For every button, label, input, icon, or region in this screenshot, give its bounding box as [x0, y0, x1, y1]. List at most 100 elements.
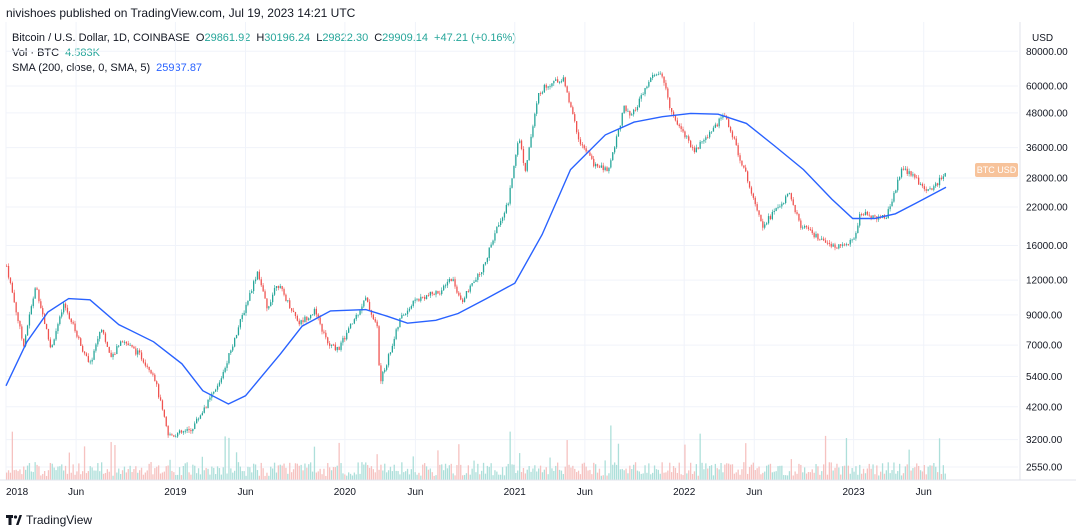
volume-bar — [665, 472, 667, 480]
candle-body — [553, 80, 555, 84]
candle-body — [918, 177, 920, 185]
candle-body — [42, 308, 44, 315]
volume-bar — [260, 462, 262, 480]
candle-body — [541, 92, 544, 94]
volume-bar — [591, 474, 593, 480]
volume-bar — [838, 467, 840, 480]
candle-body — [161, 400, 164, 410]
candle-body — [83, 351, 86, 354]
candle-body — [577, 132, 580, 140]
volume-bar — [416, 474, 418, 480]
candle-body — [745, 167, 747, 172]
candle-body — [150, 370, 152, 374]
volume-bar — [937, 472, 939, 480]
candle-body — [813, 233, 815, 238]
candle-body — [66, 307, 69, 313]
volume-bar — [102, 473, 105, 480]
volume-bar — [695, 464, 697, 480]
volume-bar — [933, 463, 935, 480]
volume-bar — [201, 456, 203, 480]
candle-body — [598, 166, 601, 168]
volume-bar — [938, 438, 941, 480]
candle-body — [718, 118, 720, 127]
volume-bar — [361, 462, 363, 480]
candle-body — [89, 361, 91, 363]
volume-bar — [78, 463, 80, 480]
volume-bar — [484, 473, 487, 480]
candle-body — [585, 148, 587, 152]
currency-label[interactable]: USD — [1032, 33, 1053, 44]
volume-bar — [657, 469, 659, 480]
volume-bar — [676, 472, 678, 480]
candle-body — [21, 326, 23, 339]
candle-body — [458, 292, 460, 296]
volume-bar — [21, 474, 23, 480]
volume-bar — [857, 474, 859, 480]
volume-bar — [82, 471, 84, 480]
volume-bar — [479, 474, 481, 480]
candle-body — [192, 428, 194, 432]
price-tick-label: 4200.00 — [1026, 402, 1063, 413]
candle-body — [733, 137, 735, 139]
volume-bar — [845, 438, 848, 480]
tradingview-footer[interactable]: TradingView — [6, 513, 92, 527]
volume-bar — [492, 475, 494, 480]
time-axis[interactable]: 2018 Jun 2019 Jun 2020 Jun 2021 Jun 2022 Jun 2023 J… — [6, 487, 932, 498]
candle-body — [893, 192, 895, 202]
candle-body — [680, 126, 682, 130]
candle-body — [530, 136, 532, 148]
candle-body — [805, 226, 808, 228]
volume-bar — [737, 469, 739, 480]
volume-bar — [253, 463, 255, 480]
volume-bar — [570, 467, 572, 480]
volume-bar — [336, 465, 338, 480]
time-tick-label: Jun — [407, 487, 423, 498]
candle-body — [792, 199, 794, 205]
candle-body — [59, 316, 61, 325]
candle-body — [777, 207, 779, 209]
candle-body — [17, 312, 19, 322]
volume-bar — [539, 465, 542, 480]
candle-body — [30, 306, 32, 315]
volume-bar — [42, 473, 44, 480]
candle-body — [583, 145, 585, 149]
candle-body — [568, 92, 570, 103]
time-tick-label: 2018 — [6, 487, 29, 498]
volume-bar — [688, 470, 690, 480]
volume-bar — [353, 472, 355, 480]
volume-bar — [612, 464, 614, 480]
candle-body — [693, 147, 696, 153]
candle-body — [494, 233, 496, 241]
legend-sma-row[interactable]: SMA (200, close, 0, SMA, 5) 25937.87 — [12, 61, 516, 76]
candle-body — [395, 329, 397, 339]
candle-body — [520, 140, 523, 150]
volume-bar — [621, 468, 623, 480]
candle-body — [342, 337, 344, 343]
volume-bar — [399, 474, 401, 480]
volume-bar — [842, 466, 844, 480]
volume-bar — [317, 471, 319, 480]
volume-bar — [648, 463, 650, 480]
candle-body — [773, 210, 775, 212]
candle-body — [517, 143, 519, 155]
candle-body — [534, 113, 536, 127]
volume-bar — [215, 474, 217, 480]
legend-symbol[interactable]: Bitcoin / U.S. Dollar, 1D, COINBASE — [12, 32, 190, 44]
candle-body — [177, 433, 179, 437]
legend-sma-label: SMA (200, close, 0, SMA, 5) — [12, 62, 151, 74]
volume-bar — [636, 470, 639, 480]
volume-bar — [919, 470, 922, 480]
volume-bar — [940, 474, 943, 480]
volume-bar — [553, 470, 555, 480]
price-chart[interactable]: 2550.00 3200.00 4200.00 5400.00 7000.00 9000.… — [0, 22, 1076, 512]
candle-body — [678, 124, 680, 127]
volume-bar — [437, 450, 439, 480]
volume-bar — [112, 475, 114, 480]
volume-bar — [178, 467, 181, 480]
volume-bar — [45, 475, 48, 480]
volume-bar — [788, 471, 791, 480]
price-axis[interactable]: 2550.00 3200.00 4200.00 5400.00 7000.00 9000.… — [1026, 47, 1068, 474]
candle-body — [790, 193, 792, 200]
candle-body — [355, 314, 357, 320]
legend-volume-row[interactable]: Vol · BTC 4.583K — [12, 46, 516, 61]
